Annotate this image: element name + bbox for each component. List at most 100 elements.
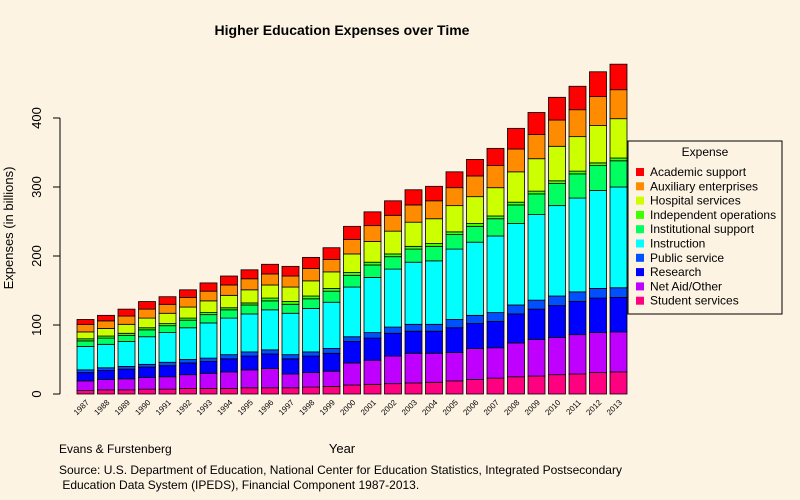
bar-segment: [486, 165, 505, 189]
bar-segment: [445, 319, 464, 329]
bar-segment: [466, 348, 484, 380]
bar-segment: [404, 352, 423, 384]
bar-segment: [527, 193, 546, 215]
bar-segment: [486, 312, 505, 322]
bar-segment: [527, 308, 546, 340]
legend-swatch: [636, 225, 644, 234]
bar-segment: [609, 157, 628, 162]
x-tick-label: 1993: [195, 398, 214, 417]
bar-segment: [589, 125, 607, 164]
bar-segment: [589, 162, 607, 167]
bar-segment: [158, 325, 177, 333]
legend-swatch: [636, 282, 644, 291]
bar-segment: [240, 351, 259, 357]
bar-segment: [281, 286, 300, 302]
bar-segment: [179, 319, 197, 329]
bar-segment: [240, 289, 259, 304]
bar-segment: [97, 328, 115, 337]
x-tick-label: 2002: [379, 398, 398, 417]
bar-segment: [261, 368, 279, 389]
bar-segment: [609, 296, 628, 333]
bar-segment: [548, 205, 566, 297]
x-axis: 1987 1988 1989 1990 1991 1992 1993 1994 1995 1996…: [72, 398, 624, 417]
x-tick-label: 1994: [215, 398, 234, 417]
bar-segment: [302, 280, 320, 297]
bar-segment: [240, 269, 259, 280]
bar-segment: [240, 355, 259, 371]
author-note: Evans & Furstenberg: [59, 442, 172, 456]
bar-segment: [384, 383, 402, 395]
legend-title: Expense: [682, 145, 729, 159]
bar-segment: [486, 218, 505, 237]
bar-segment: [117, 341, 136, 367]
bar-segment: [343, 362, 361, 386]
x-tick-label: 2009: [523, 398, 542, 417]
bar-segment: [384, 268, 402, 328]
bar-segment: [548, 374, 566, 395]
x-tick-label: 2013: [605, 398, 624, 417]
x-tick-label: 1996: [256, 398, 275, 417]
legend-swatch: [636, 253, 644, 262]
x-tick-label: 1995: [236, 398, 255, 417]
bar-segment: [76, 340, 95, 347]
bar-segment: [589, 297, 607, 333]
bar-segment: [302, 386, 320, 395]
bar-segment: [425, 330, 443, 354]
bar-segment: [507, 201, 525, 206]
bar-stack-2008: [507, 127, 525, 395]
bar-segment: [466, 323, 484, 349]
y-tick-label: 100: [29, 314, 44, 336]
x-tick-label: 2007: [482, 398, 501, 417]
bar-segment: [466, 158, 484, 177]
bar-segment: [138, 363, 156, 368]
x-tick-label: 1999: [318, 398, 337, 417]
bar-segment: [281, 387, 300, 395]
bar-segment: [507, 342, 525, 378]
chart-title: Higher Education Expenses over Time: [215, 22, 470, 38]
bar-segment: [220, 354, 238, 360]
bar-segment: [240, 313, 259, 353]
bar-segment: [425, 200, 443, 220]
bar-segment: [179, 362, 197, 376]
bar-segment: [117, 315, 136, 325]
bar-segment: [425, 352, 443, 383]
bar-segment: [261, 297, 279, 302]
bar-segment: [609, 118, 628, 159]
bar-segment: [609, 63, 628, 91]
bar-segment: [507, 304, 525, 315]
bar-segment: [117, 389, 136, 395]
bar-segment: [589, 332, 607, 374]
legend-box: [627, 140, 783, 315]
bar-segment: [158, 361, 177, 367]
bar-segment: [138, 366, 156, 378]
bar-segment: [76, 369, 95, 374]
x-tick-label: 2004: [420, 398, 439, 417]
bar-segment: [302, 372, 320, 388]
legend-label: Independent operations: [650, 208, 776, 222]
bar-segment: [363, 225, 382, 242]
legend-label: Public service: [650, 251, 724, 265]
bar-segment: [138, 308, 156, 319]
bar-segment: [527, 190, 546, 195]
bar-segment: [568, 109, 587, 138]
bar-segment: [199, 361, 218, 374]
bar-stack-1990: [138, 301, 156, 395]
bar-segment: [179, 374, 197, 389]
bar-segment: [609, 371, 628, 395]
bar-segment: [343, 253, 361, 273]
x-tick-label: 1988: [92, 398, 111, 417]
bar-segment: [261, 353, 279, 369]
bar-segment: [281, 275, 300, 288]
bar-segment: [261, 387, 279, 395]
bar-segment: [445, 231, 464, 236]
bar-segment: [486, 147, 505, 167]
bar-segment: [589, 96, 607, 126]
bar-segment: [548, 337, 566, 376]
bar-segment: [281, 312, 300, 356]
bar-segment: [76, 319, 95, 325]
bar-segment: [466, 379, 484, 395]
bar-segment: [363, 332, 382, 339]
bar-segment: [302, 298, 320, 309]
bar-segment: [548, 295, 566, 307]
bar-segment: [425, 323, 443, 332]
